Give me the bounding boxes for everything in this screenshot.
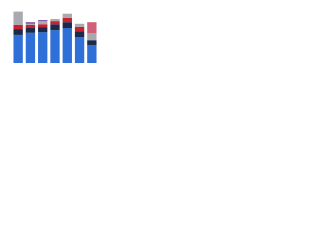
bar-segment (13, 11, 23, 25)
bar-segment (74, 31, 85, 38)
bar-segment (38, 20, 48, 22)
bar-segment (38, 21, 48, 25)
bar-segment (25, 24, 36, 29)
bar-segment (25, 32, 36, 63)
bar-segment (87, 22, 97, 34)
bar-segment (87, 44, 97, 63)
bar-segment (62, 22, 72, 29)
bar-segment (25, 22, 36, 24)
bar-segment (50, 21, 60, 25)
bar-segment (38, 32, 48, 63)
bar-segment (74, 23, 85, 27)
bar-segment (50, 24, 60, 31)
bar-segment (74, 26, 85, 32)
bar-segment (62, 17, 72, 23)
bar-segment (87, 33, 97, 41)
bar-segment (50, 19, 60, 22)
bar-segment (62, 13, 72, 18)
bar-segment (13, 29, 23, 35)
bar-segment (13, 34, 23, 63)
bar-segment (13, 24, 23, 30)
bar-segment (74, 37, 85, 63)
bar-segment (50, 30, 60, 63)
bar-segment (25, 23, 36, 25)
bar-segment (87, 40, 97, 45)
bar-segment (38, 27, 48, 33)
chart (13, 11, 97, 63)
bar-segment (25, 28, 36, 33)
bar-segment (62, 28, 72, 63)
bar-segment (38, 24, 48, 28)
